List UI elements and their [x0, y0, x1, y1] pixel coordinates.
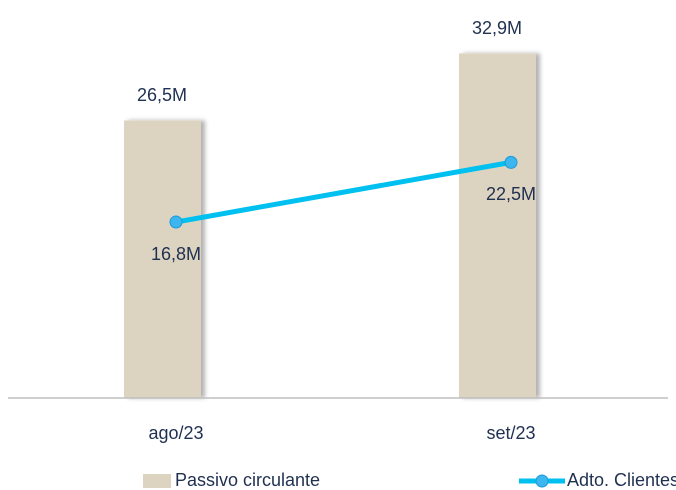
- line-value-label: 16,8M: [151, 244, 201, 264]
- bar-value-label: 26,5M: [137, 85, 187, 105]
- legend-label: Adto. Clientes: [567, 470, 676, 490]
- bar: [124, 120, 201, 399]
- line-marker: [504, 155, 518, 169]
- legend-swatch: [143, 474, 171, 488]
- bar: [459, 53, 536, 398]
- line-value-label: 22,5M: [486, 184, 536, 204]
- x-tick-label: ago/23: [148, 423, 203, 443]
- legend-label: Passivo circulante: [175, 470, 320, 490]
- line-marker: [169, 215, 183, 229]
- line: [173, 159, 514, 225]
- bar-value-label: 32,9M: [472, 18, 522, 38]
- legend-marker: [535, 474, 549, 488]
- x-tick-label: set/23: [486, 423, 535, 443]
